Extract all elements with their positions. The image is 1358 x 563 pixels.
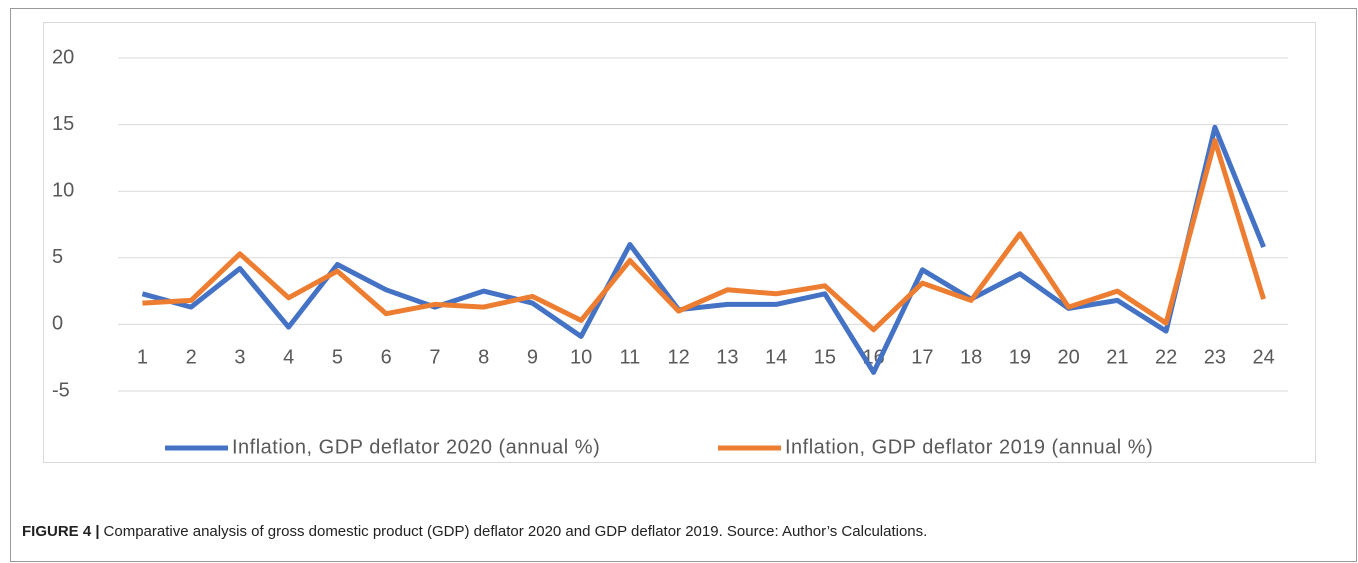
x-tick-label: 17 [911,347,933,369]
y-tick-label: 15 [52,113,74,135]
x-tick-label: 2 [186,347,197,369]
x-tick-label: 3 [234,347,245,369]
x-tick-label: 14 [765,347,787,369]
series-line [142,138,1266,333]
x-tick-label: 11 [619,347,640,369]
x-tick-label: 1 [137,347,148,369]
caption: FIGURE 4 | Comparative analysis of gross … [22,523,927,540]
x-tick-label: 7 [429,347,440,369]
y-tick-label: 5 [52,246,63,268]
x-tick-label: 21 [1106,347,1128,369]
x-tick-label: 15 [814,347,836,369]
x-tick-label: 12 [668,347,690,369]
y-tick-label: 10 [52,179,74,201]
x-tick-label: 24 [1253,347,1275,369]
legend-label: Inflation, GDP deflator 2019 (annual %) [785,436,1153,458]
chart-frame [43,22,1316,463]
y-tick-label: -5 [52,379,70,401]
legend-label: Inflation, GDP deflator 2020 (annual %) [232,436,600,458]
caption-text: Comparative analysis of gross domestic p… [104,523,928,540]
x-tick-label: 19 [1009,347,1031,369]
x-tick-label: 20 [1058,347,1080,369]
x-tick-label: 5 [332,347,343,369]
x-tick-label: 18 [960,347,982,369]
x-tick-label: 6 [381,347,392,369]
x-tick-label: 23 [1204,347,1226,369]
x-tick-label: 4 [283,347,294,369]
figure-frame [10,8,1357,562]
x-tick-label: 22 [1155,347,1177,369]
x-tick-label: 8 [478,347,489,369]
y-tick-label: 20 [52,46,74,68]
caption-label: FIGURE 4 | [22,523,100,540]
x-tick-label: 13 [716,347,738,369]
x-tick-label: 9 [527,347,538,369]
y-tick-label: 0 [52,313,63,335]
x-tick-label: 10 [570,347,592,369]
